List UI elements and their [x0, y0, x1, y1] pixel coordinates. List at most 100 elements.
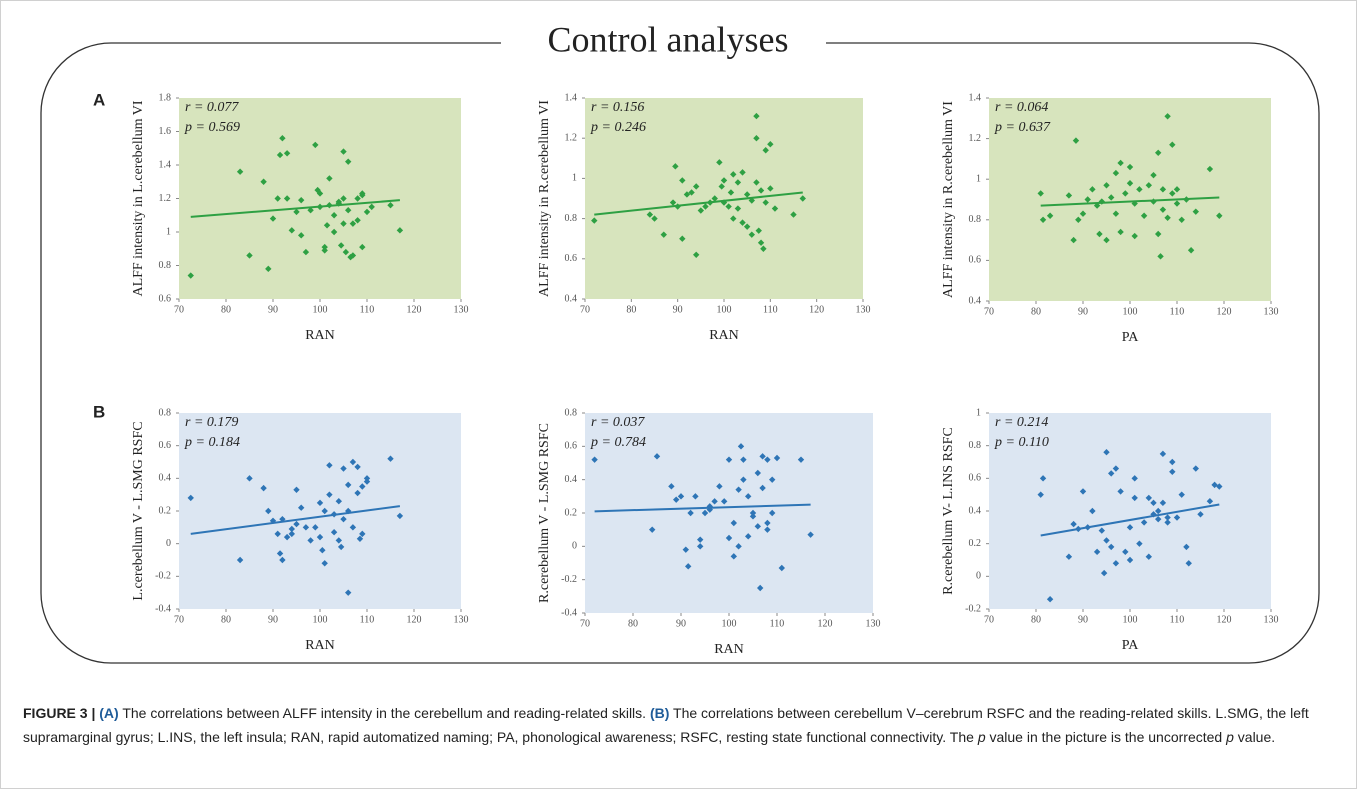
point: [716, 159, 723, 166]
point: [1037, 491, 1044, 498]
y-tick-label: 1.4: [159, 159, 172, 170]
point: [312, 141, 319, 149]
x-tick-label: 130: [856, 304, 871, 315]
annotation: r = 0.156: [591, 100, 644, 115]
point: [673, 496, 680, 503]
point: [730, 171, 737, 178]
point: [1112, 465, 1120, 472]
point: [697, 536, 704, 543]
y-tick-label: -0.2: [155, 571, 171, 582]
point: [1169, 468, 1176, 475]
point: [725, 203, 732, 210]
x-tick-label: 90: [268, 614, 278, 625]
point: [591, 456, 598, 463]
point: [1164, 514, 1171, 521]
x-tick-label: 90: [676, 618, 686, 629]
x-tick-label: 100: [1123, 614, 1138, 625]
point: [1216, 212, 1223, 219]
point: [730, 519, 737, 527]
point: [354, 489, 361, 497]
point: [1039, 475, 1047, 482]
x-tick-label: 100: [717, 304, 732, 315]
point: [1108, 543, 1115, 551]
point: [1039, 216, 1047, 223]
point: [743, 223, 751, 230]
point: [1150, 198, 1157, 205]
point: [340, 148, 347, 155]
point: [326, 462, 333, 469]
point: [359, 483, 366, 490]
point: [1079, 210, 1087, 217]
y-tick-label: 1: [976, 173, 981, 184]
point: [330, 529, 338, 536]
point: [711, 195, 718, 202]
x-tick-label: 70: [984, 614, 994, 625]
point: [735, 486, 742, 493]
x-tick-label: 130: [1264, 614, 1279, 625]
y-axis-label: R.cerebellum V- L.INS RSFC: [941, 427, 956, 595]
point: [1093, 548, 1101, 556]
annotation: p = 0.637: [994, 120, 1051, 135]
chart: Control analyses A B 0.6 0.8 1 1.2 1.4 1.6 1.8…: [40, 19, 1320, 664]
y-tick-label: 0.8: [565, 213, 578, 224]
x-tick-label: 120: [407, 304, 422, 315]
caption-text: value.: [1237, 729, 1276, 745]
point: [349, 524, 357, 531]
point: [326, 491, 333, 498]
point: [651, 215, 658, 222]
point: [356, 535, 364, 542]
point: [337, 242, 345, 249]
point: [769, 509, 776, 517]
x-axis-label: RAN: [714, 642, 744, 657]
point: [725, 534, 733, 542]
x-tick-label: 110: [763, 304, 778, 315]
point: [1126, 524, 1134, 531]
point: [1122, 190, 1129, 197]
point: [672, 163, 679, 170]
point: [265, 507, 272, 515]
point: [739, 169, 746, 176]
point: [1112, 169, 1120, 177]
point: [1206, 165, 1214, 173]
point: [753, 179, 760, 186]
point: [1126, 180, 1134, 187]
y-tick-label: 0.6: [159, 293, 172, 304]
x-tick-label: 130: [866, 618, 881, 629]
point: [340, 465, 347, 472]
y-tick-label: 1.4: [969, 92, 982, 103]
point: [679, 177, 686, 184]
point: [283, 533, 291, 541]
y-tick-label: 1: [166, 226, 171, 237]
point: [727, 189, 735, 196]
point: [368, 203, 375, 211]
point: [771, 205, 779, 212]
point: [1140, 519, 1148, 526]
point: [307, 207, 314, 214]
point: [260, 178, 267, 185]
point: [345, 158, 352, 165]
plot-area: [179, 98, 461, 299]
point: [1159, 186, 1167, 193]
y-axis-label: ALFF intensity in R.cerebellum VI: [537, 100, 552, 297]
point: [298, 232, 305, 239]
point: [293, 520, 300, 528]
point: [740, 456, 747, 463]
x-tick-label: 120: [1217, 306, 1232, 317]
point: [1108, 194, 1115, 201]
point: [1072, 137, 1080, 144]
point: [697, 207, 705, 214]
x-tick-label: 130: [1264, 306, 1279, 317]
point: [302, 248, 310, 256]
point: [711, 498, 718, 505]
point: [743, 191, 751, 198]
y-tick-label: 1: [572, 173, 577, 184]
point: [1131, 475, 1138, 482]
point: [1159, 499, 1167, 507]
y-tick-label: 0.6: [159, 440, 172, 451]
point: [283, 150, 291, 157]
point: [1216, 483, 1223, 490]
point: [1187, 247, 1195, 254]
point: [298, 196, 305, 204]
point: [653, 453, 661, 460]
point: [1206, 498, 1214, 505]
